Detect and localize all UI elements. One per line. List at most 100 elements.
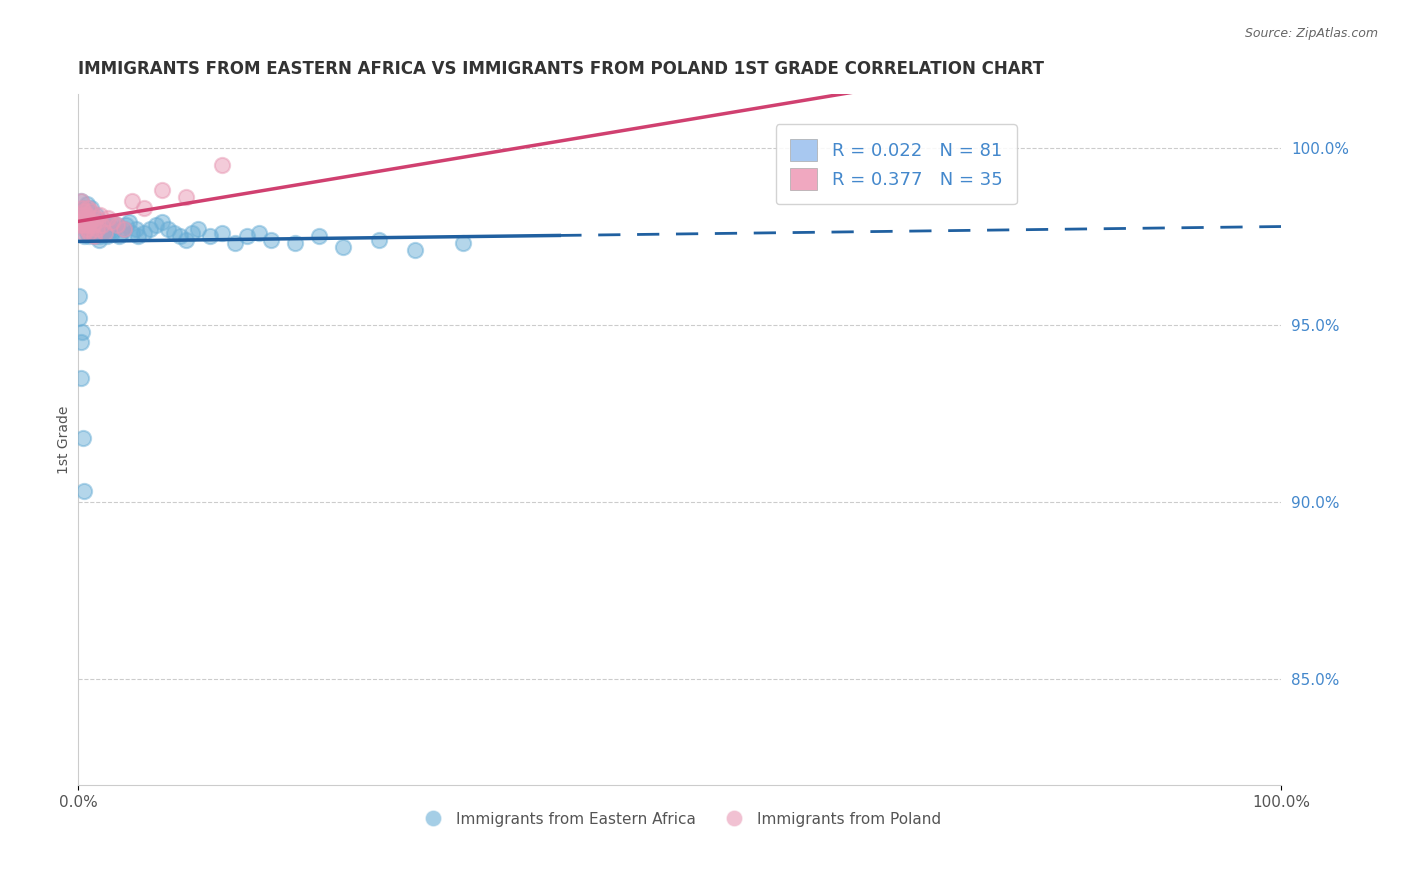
Point [97,211,120,226]
Point [127,229,149,244]
Point [67,219,90,233]
Point [69,371,91,385]
Point [82,219,104,233]
Point [404,244,426,258]
Point [82,215,104,229]
Point [75,215,97,229]
Point [76,208,98,222]
Point [76,219,98,233]
Point [70,201,93,215]
Point [134,201,156,215]
Point [73,226,96,240]
Point [70,204,93,219]
Legend: Immigrants from Eastern Africa, Immigrants from Poland: Immigrants from Eastern Africa, Immigran… [412,805,948,833]
Point [82,226,104,240]
Point [73,201,96,215]
Point [145,219,167,233]
Point [150,183,173,197]
Point [211,158,233,172]
Point [89,229,111,244]
Point [69,335,91,350]
Y-axis label: 1st Grade: 1st Grade [58,406,72,474]
Point [259,233,281,247]
Point [84,222,107,236]
Point [97,222,120,236]
Point [176,190,198,204]
Point [235,229,257,244]
Point [93,222,115,236]
Point [91,215,114,229]
Point [77,226,100,240]
Point [211,226,233,240]
Point [76,211,98,226]
Point [101,215,124,229]
Point [70,325,93,339]
Point [110,226,132,240]
Point [94,226,117,240]
Point [89,219,111,233]
Point [69,211,91,226]
Point [69,194,91,208]
Point [91,219,114,233]
Point [73,229,96,244]
Point [93,226,115,240]
Point [76,222,98,236]
Point [115,219,138,233]
Point [284,236,307,251]
Point [451,236,474,251]
Point [86,226,108,240]
Point [83,219,105,233]
Point [87,222,110,236]
Point [83,211,105,226]
Point [76,197,98,211]
Point [247,226,270,240]
Point [80,204,103,219]
Point [98,219,121,233]
Point [84,215,107,229]
Point [69,194,91,208]
Point [157,222,180,236]
Point [139,222,162,236]
Point [83,229,105,244]
Point [125,222,148,236]
Point [86,222,108,236]
Point [101,226,124,240]
Point [134,226,156,240]
Point [79,215,101,229]
Point [121,226,143,240]
Point [70,215,93,229]
Point [86,219,108,233]
Point [72,431,94,445]
Point [84,215,107,229]
Point [105,219,128,233]
Point [79,215,101,229]
Point [72,211,94,226]
Point [150,215,173,229]
Point [70,219,93,233]
Point [84,229,107,244]
Point [103,222,125,236]
Point [67,310,90,325]
Text: IMMIGRANTS FROM EASTERN AFRICA VS IMMIGRANTS FROM POLAND 1ST GRADE CORRELATION C: IMMIGRANTS FROM EASTERN AFRICA VS IMMIGR… [79,60,1045,78]
Point [118,215,141,229]
Point [84,211,107,226]
Point [76,219,98,233]
Point [80,222,103,236]
Point [100,215,122,229]
Point [187,222,209,236]
Point [308,229,330,244]
Point [108,229,131,244]
Point [87,233,110,247]
Point [79,208,101,222]
Point [90,226,112,240]
Point [96,229,118,244]
Point [332,240,354,254]
Point [77,229,100,244]
Point [67,289,90,303]
Point [72,208,94,222]
Point [77,204,100,219]
Point [80,201,103,215]
Point [200,229,222,244]
Point [76,226,98,240]
Point [89,208,111,222]
